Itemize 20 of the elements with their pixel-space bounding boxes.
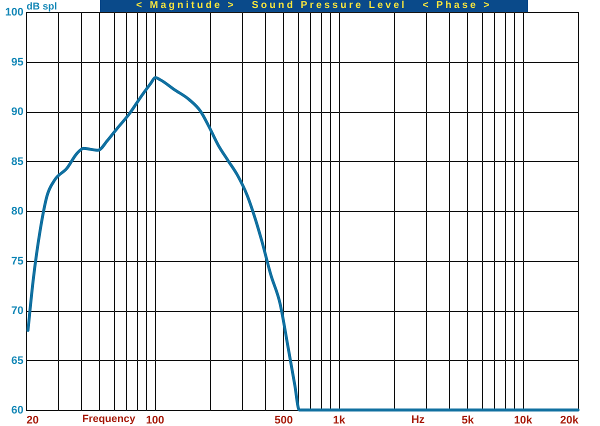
x-tick-label: 10k — [514, 414, 534, 426]
y-tick-label: 80 — [11, 206, 24, 218]
y-tick-label: 65 — [11, 354, 24, 367]
x-tick-label: 20 — [26, 414, 39, 426]
x-tick-label: 5k — [462, 414, 475, 426]
y-tick-label: 75 — [11, 255, 24, 268]
y-tick-label: 70 — [11, 305, 24, 317]
y-tick-label: 85 — [11, 156, 24, 168]
y-tick-label: 100 — [5, 6, 24, 18]
text: Hz — [411, 414, 426, 426]
chart-title: < Magnitude > Sound Pressure Level < Phase > — [100, 0, 528, 12]
y-tick-label: 90 — [11, 106, 24, 118]
x-axis-title: Frequency — [82, 413, 136, 425]
x-tick-label: 100 — [146, 414, 164, 426]
x-tick-label: 20k — [560, 414, 580, 426]
x-tick-label: 500 — [274, 414, 293, 426]
y-tick-label: 60 — [11, 404, 24, 416]
y-tick-label: 95 — [11, 56, 24, 68]
x-tick-label: 1k — [332, 414, 346, 426]
y-axis-title: dB spl — [26, 2, 58, 12]
